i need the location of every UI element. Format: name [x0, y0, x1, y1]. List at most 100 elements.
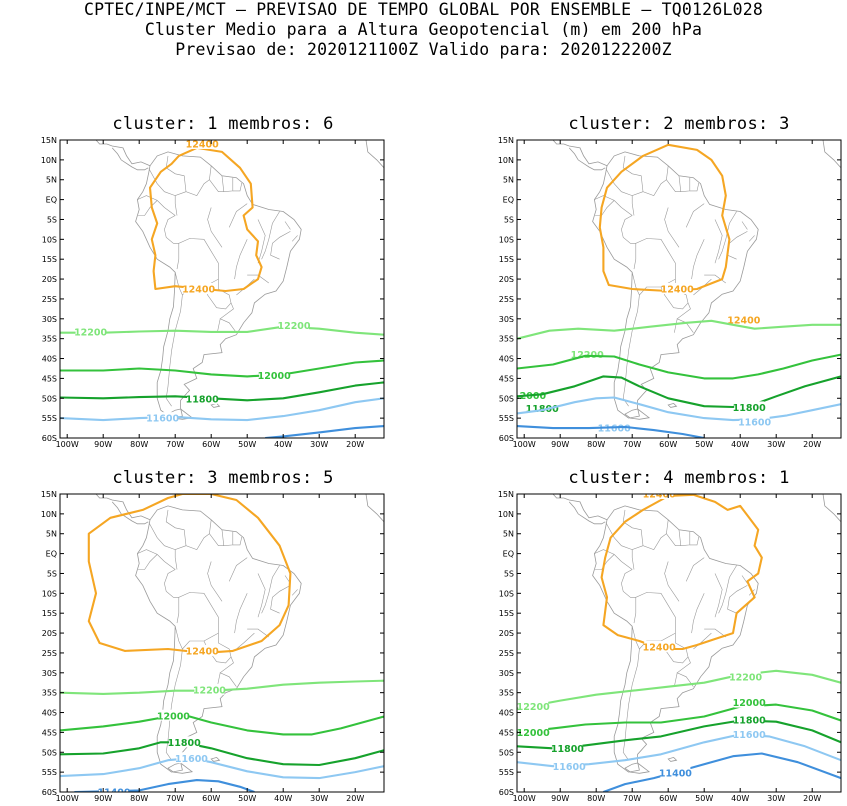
coastline	[568, 147, 606, 171]
lat-label: 15S	[42, 255, 57, 264]
country-border	[718, 211, 737, 260]
lat-label: 55S	[499, 414, 514, 423]
lat-label: 20S	[42, 275, 57, 284]
country-border	[138, 554, 158, 570]
contour-11800	[60, 381, 384, 402]
lat-label: 45S	[42, 374, 57, 383]
country-border	[741, 221, 748, 230]
lon-label: 100W	[56, 794, 79, 803]
country-border	[219, 302, 237, 333]
country-border	[595, 200, 615, 216]
contour-label-12200: 12200	[193, 685, 226, 696]
map-panel-cluster-2: 1240012400122001200011800118001160011600…	[498, 136, 842, 449]
contour-label-12000: 12000	[733, 698, 766, 709]
lat-label: EQ	[503, 550, 514, 559]
country-border	[207, 207, 223, 248]
lat-label: 25S	[499, 295, 514, 304]
country-border	[631, 545, 644, 570]
lat-label: EQ	[46, 550, 57, 559]
map-panel-cluster-3: 12400 12200 12000 11800 11600 11400 15N 10N 5N EQ…	[41, 490, 385, 803]
lat-label: 15N	[41, 490, 57, 499]
lon-label: 80W	[130, 440, 148, 449]
contour-12000	[517, 353, 841, 380]
lat-label: 15N	[498, 136, 514, 145]
country-border	[207, 561, 223, 602]
coastline	[365, 140, 384, 169]
country-border	[176, 592, 219, 650]
contour-label-bg	[734, 696, 765, 708]
lon-label: 80W	[587, 794, 605, 803]
lat-label: 10S	[42, 589, 57, 598]
country-border	[138, 200, 158, 216]
country-border	[209, 175, 225, 192]
country-border	[223, 177, 234, 192]
country-border	[664, 561, 680, 602]
contour-label-bg	[183, 283, 214, 294]
lat-label: EQ	[503, 196, 514, 205]
coastline	[111, 147, 149, 171]
map-panel-cluster-4: 1240012400122001220012000120001180011800…	[498, 490, 842, 803]
lat-label: 5N	[46, 530, 57, 539]
contour-label-11800: 11800	[186, 395, 219, 406]
lon-label: 70W	[166, 794, 184, 803]
contour-11800	[60, 741, 384, 767]
country-border	[270, 231, 291, 260]
lon-label: 70W	[623, 440, 641, 449]
figure-header: CPTEC/INPE/MCT – PREVISAO DE TEMPO GLOBA…	[0, 0, 847, 60]
contour-label-bg	[644, 494, 675, 499]
lat-label: 20S	[499, 629, 514, 638]
lon-label: 70W	[166, 440, 184, 449]
contour-11400	[603, 752, 841, 792]
lat-label: 25S	[42, 295, 57, 304]
lon-label: 30W	[767, 440, 785, 449]
coastline	[822, 494, 841, 523]
contour-12200	[517, 319, 841, 340]
contour-label-12000: 12000	[258, 371, 291, 382]
lat-label: 60S	[499, 434, 514, 443]
lat-label: 40S	[499, 355, 514, 364]
lat-label: 25S	[42, 649, 57, 658]
contour-label-bg	[518, 726, 549, 738]
contour-label-11800: 11800	[168, 738, 201, 749]
lat-label: 40S	[42, 709, 57, 718]
country-border	[704, 628, 726, 638]
lon-label: 60W	[659, 794, 677, 803]
contour-11800	[517, 375, 841, 409]
lat-label: 30S	[42, 315, 57, 324]
contour-12000	[60, 359, 384, 378]
lon-label: 50W	[238, 440, 256, 449]
country-border	[209, 529, 225, 546]
country-border	[674, 672, 678, 687]
contour-label-11800: 11800	[733, 715, 766, 726]
country-border	[148, 522, 176, 550]
contour-12400	[87, 494, 292, 654]
country-border	[164, 569, 179, 598]
lat-label: 10N	[41, 156, 57, 165]
contour-label-11600: 11600	[598, 424, 631, 435]
contour-label-bg	[730, 670, 761, 682]
lat-label: 45S	[499, 374, 514, 383]
lat-label: 5S	[504, 569, 514, 578]
lon-label: 50W	[695, 794, 713, 803]
country-border	[291, 235, 298, 242]
lat-label: 5S	[47, 569, 57, 578]
country-border	[291, 589, 298, 596]
contour-label-12400: 12400	[727, 316, 760, 327]
contour-label-bg	[99, 786, 129, 792]
contour-label-bg	[739, 416, 770, 428]
coastline	[667, 756, 678, 762]
country-border	[228, 203, 248, 228]
contour-label-12400: 12400	[643, 643, 676, 654]
lon-label: 30W	[310, 794, 328, 803]
lat-label: 45S	[42, 728, 57, 737]
country-border	[174, 191, 187, 216]
lat-label: 20S	[499, 275, 514, 284]
country-border	[666, 175, 682, 192]
coastline	[95, 494, 151, 521]
lat-label: 5S	[504, 215, 514, 224]
contour-12400	[598, 143, 731, 293]
lon-label: 40W	[731, 440, 749, 449]
contour-label-bg	[662, 283, 693, 294]
country-border	[621, 569, 636, 598]
